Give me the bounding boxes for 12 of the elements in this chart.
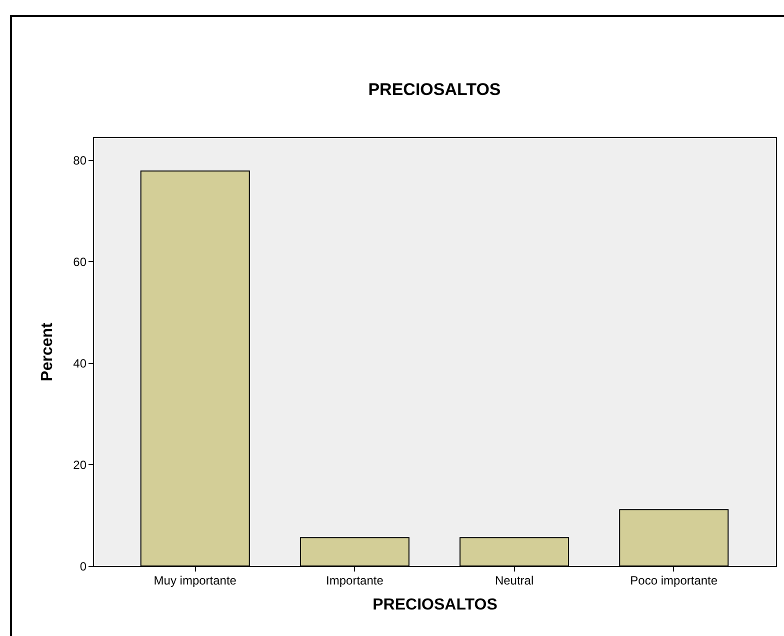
y-tick-label: 80	[73, 153, 87, 168]
y-axis-title: Percent	[39, 322, 56, 382]
x-tick-label: Importante	[326, 574, 384, 588]
y-tick-label: 60	[73, 254, 87, 269]
chart-title: PRECIOSALTOS	[368, 80, 501, 99]
x-tick-label: Poco importante	[630, 574, 718, 588]
y-tick-label: 0	[80, 560, 87, 574]
x-tick-label: Muy importante	[154, 574, 237, 588]
y-tick-label: 20	[73, 458, 87, 472]
x-axis-title: PRECIOSALTOS	[372, 596, 498, 614]
y-tick-label: 40	[73, 356, 87, 370]
x-tick-label: Neutral	[494, 574, 534, 588]
